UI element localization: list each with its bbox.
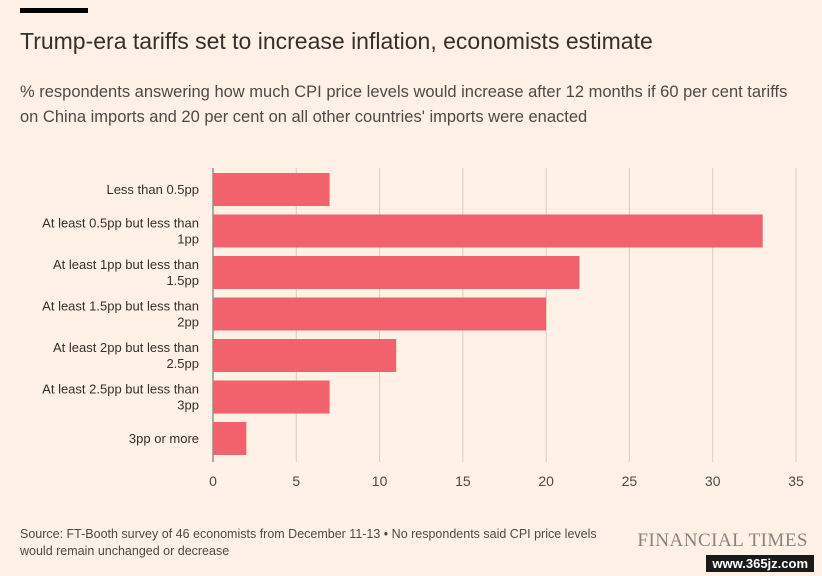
category-label: At least 2pp but less than 2.5pp (53, 340, 199, 371)
brand-logo: FINANCIAL TIMES (637, 530, 808, 551)
x-tick-label: 0 (209, 473, 217, 489)
x-axis-tick-labels: 0 5 10 15 20 25 30 35 (209, 473, 804, 489)
bar (213, 297, 547, 331)
bar (213, 339, 397, 372)
x-tick-label: 30 (705, 473, 721, 489)
x-tick-label: 15 (455, 473, 471, 489)
category-label: 3pp or more (129, 431, 199, 446)
x-tick-label: 20 (538, 473, 554, 489)
source-note: Source: FT-Booth survey of 46 economists… (20, 527, 597, 558)
bar (213, 380, 330, 414)
bars (213, 173, 763, 455)
watermark: www.365jz.com (706, 555, 814, 572)
x-tick-label: 25 (622, 473, 638, 489)
x-tick-label: 35 (788, 473, 804, 489)
bar-chart: Less than 0.5pp At least 0.5pp but less t… (42, 168, 804, 489)
bar (213, 422, 247, 455)
category-label: At least 2.5pp but less than 3pp (42, 382, 199, 413)
category-labels: Less than 0.5pp At least 0.5pp but less t… (42, 182, 199, 446)
x-tick-label: 10 (372, 473, 388, 489)
x-tick-label: 5 (292, 473, 300, 489)
bar (213, 256, 580, 289)
chart-title: Trump-era tariffs set to increase inflat… (20, 28, 653, 54)
bar (213, 214, 763, 248)
category-label: Less than 0.5pp (106, 182, 199, 197)
category-label: At least 0.5pp but less than 1pp (42, 216, 199, 247)
bar (213, 173, 330, 206)
category-label: At least 1pp but less than 1.5pp (53, 257, 199, 288)
category-label: At least 1.5pp but less than 2pp (42, 299, 199, 330)
chart-subtitle: % respondents answering how much CPI pri… (20, 83, 788, 126)
top-rule (20, 8, 88, 13)
